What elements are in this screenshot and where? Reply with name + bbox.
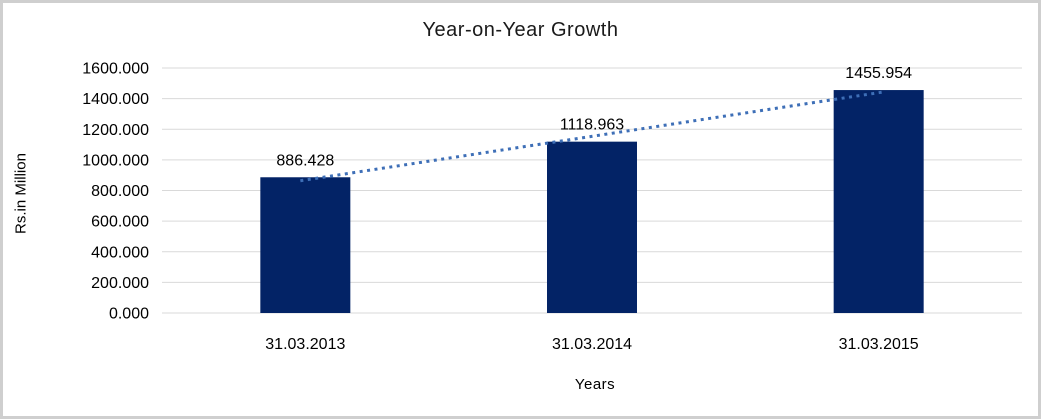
x-axis-title: Years — [574, 376, 616, 393]
y-tick-label: 800.000 — [91, 183, 149, 200]
x-tick-label: 31.03.2013 — [265, 336, 345, 353]
bar — [833, 90, 924, 314]
y-tick-label: 200.000 — [91, 275, 149, 292]
chart-title: Year-on-Year Growth — [422, 19, 619, 41]
y-tick-label: 1200.000 — [82, 122, 149, 139]
y-tick-label: 1600.000 — [82, 61, 149, 78]
x-tick-label: 31.03.2014 — [552, 336, 632, 353]
bar — [260, 177, 351, 313]
y-tick-label: 0.000 — [109, 306, 149, 323]
bar-data-label: 886.428 — [276, 152, 334, 169]
y-tick-label: 1400.000 — [82, 91, 149, 108]
trendline — [300, 90, 884, 183]
bar — [547, 141, 637, 313]
y-tick-label: 1000.000 — [82, 152, 149, 169]
bar-data-label: 1455.954 — [845, 65, 912, 82]
plot-area: 0.000 200.000 400.000 600.000 800.000 1000.00… — [82, 61, 1022, 353]
bar-data-label: 1118.963 — [560, 117, 624, 134]
y-tick-label: 400.000 — [91, 244, 149, 261]
x-tick-label: 31.03.2015 — [839, 336, 919, 353]
y-tick-label: 600.000 — [91, 214, 149, 231]
